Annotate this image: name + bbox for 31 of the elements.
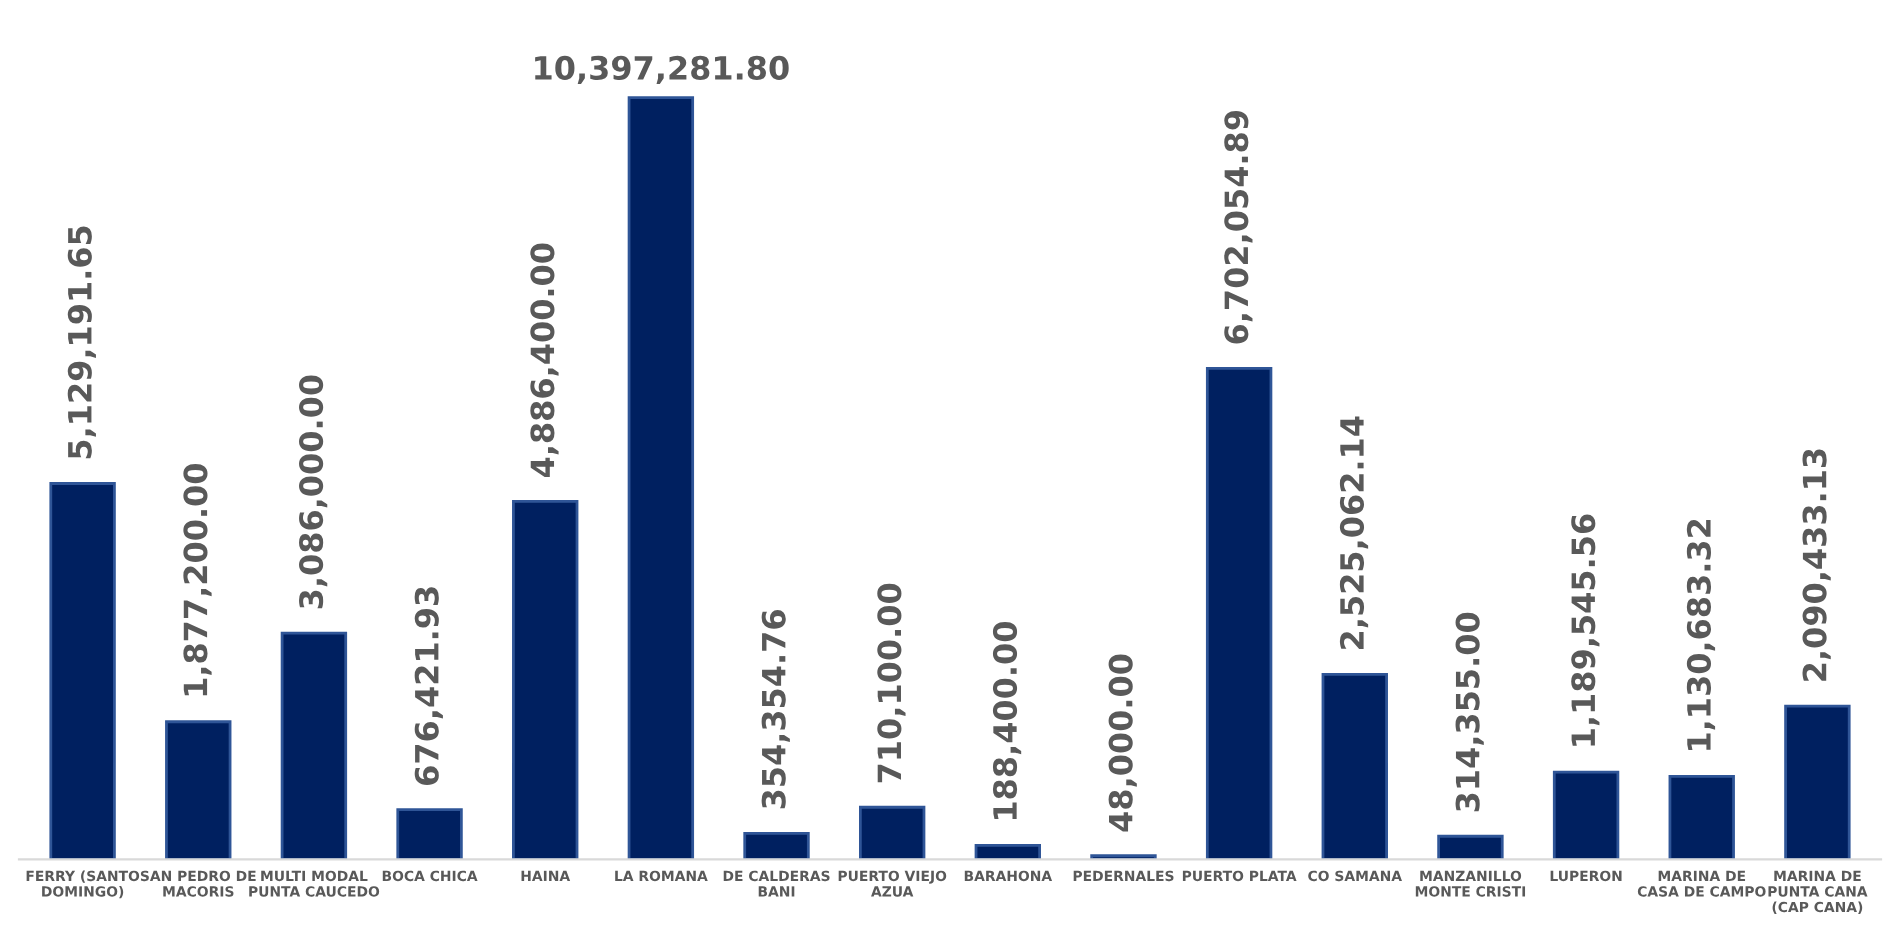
bar xyxy=(974,844,1042,860)
bar xyxy=(165,720,232,860)
bar xyxy=(627,96,695,860)
data-label: 2,525,062.14 xyxy=(1339,416,1369,649)
bar xyxy=(49,482,116,860)
data-label: 354,354.76 xyxy=(761,610,790,809)
bar xyxy=(280,631,348,860)
data-label: 6,702,054.89 xyxy=(1224,111,1253,344)
bar xyxy=(858,805,926,860)
data-label: 1,189,545.56 xyxy=(1571,514,1600,746)
data-label: 1,130,683.32 xyxy=(1686,519,1716,750)
data-label: 5,129,191.65 xyxy=(67,226,96,459)
data-label: 676,421.93 xyxy=(414,587,443,785)
data-label: 2,090,433.13 xyxy=(1802,449,1831,681)
bar xyxy=(1668,775,1735,860)
data-label: 4,886,400.00 xyxy=(530,243,559,478)
bar xyxy=(1205,366,1273,860)
bar xyxy=(512,499,579,860)
data-label: 10,397,281.80 xyxy=(535,55,789,85)
data-label: 188,400.00 xyxy=(992,622,1022,820)
data-label: 710,100.00 xyxy=(877,583,906,783)
bar xyxy=(1437,834,1504,860)
bar xyxy=(1321,672,1388,860)
data-label: 314,355.00 xyxy=(1455,612,1484,812)
data-label: 48,000.00 xyxy=(1108,654,1137,832)
bar xyxy=(1784,704,1851,860)
data-label: 1,877,200.00 xyxy=(183,463,212,696)
bar xyxy=(743,831,810,860)
bar xyxy=(1552,770,1620,860)
bar xyxy=(396,808,463,860)
data-label: 3,086,000.00 xyxy=(299,375,328,609)
